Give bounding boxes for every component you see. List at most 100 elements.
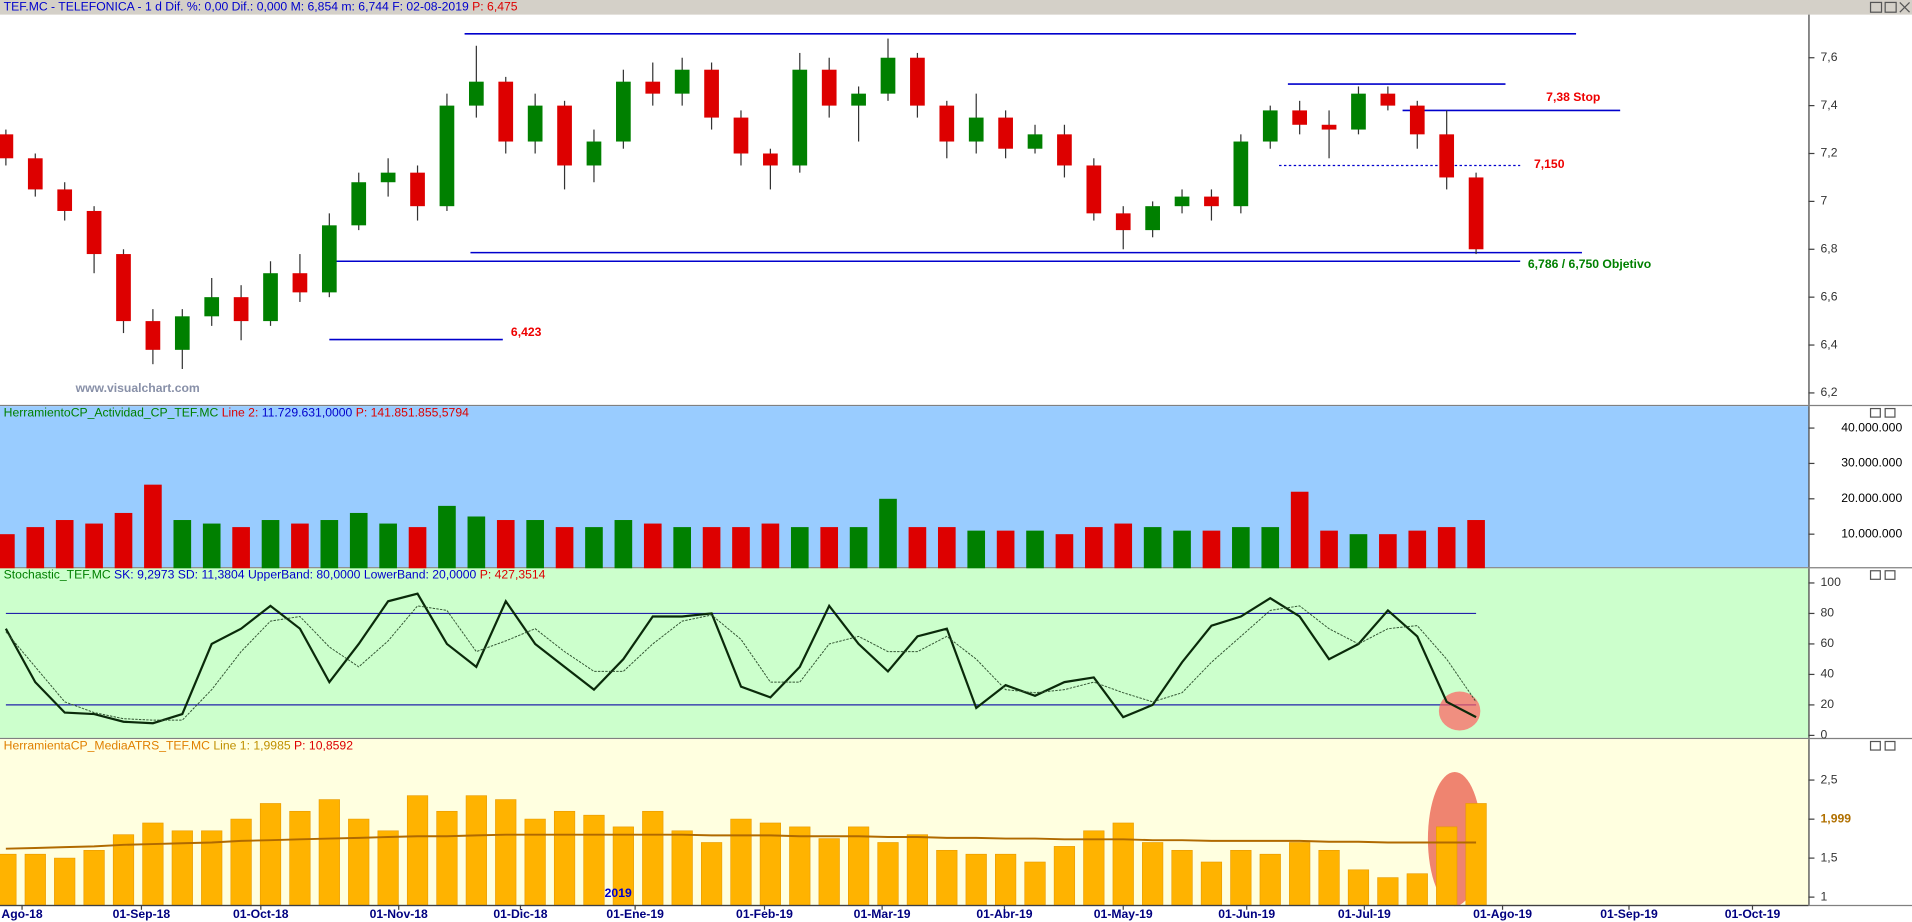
atr-bar	[24, 853, 46, 906]
header-part: 11.729.631,0000	[262, 406, 356, 420]
atr-bar	[289, 810, 311, 906]
volume-bar	[996, 530, 1015, 570]
panel-maximize[interactable]	[1884, 407, 1896, 418]
volume-bar	[1408, 530, 1427, 570]
volume-bar	[261, 520, 280, 570]
x-tick-label: 01-Jul-19	[1338, 907, 1391, 921]
volume-bar	[232, 527, 250, 570]
candle-body	[439, 105, 455, 207]
atr-bar	[318, 799, 340, 906]
candle-body	[1115, 213, 1131, 231]
candle-body	[557, 105, 572, 166]
volume-bar	[555, 527, 574, 570]
atr-bar	[1024, 861, 1046, 906]
volume-bar	[732, 527, 750, 570]
x-tick-label: 01-Mar-19	[854, 907, 911, 921]
volume-bar	[408, 527, 427, 570]
atr-bar	[1230, 849, 1252, 906]
atr-bar	[495, 799, 517, 906]
header-part: P: 10,8592	[294, 739, 353, 753]
minimize-button[interactable]	[1869, 1, 1883, 13]
y-tick-label: 6,4	[1821, 337, 1838, 351]
y-tick-label: 6,6	[1821, 289, 1838, 303]
header-part: P: 6,475	[472, 0, 518, 14]
candle-body	[0, 134, 14, 159]
atr-bar	[671, 830, 693, 906]
atr-bar	[230, 818, 252, 906]
panel-maximize[interactable]	[1884, 570, 1896, 580]
close-button[interactable]	[1899, 2, 1910, 13]
header-part: HerramientoCP_Actividad_CP_TEF.MC	[4, 406, 222, 420]
atr-bar	[730, 818, 752, 906]
candle-body	[939, 105, 955, 142]
candle-body	[263, 273, 278, 322]
x-tick-label: 01-Feb-19	[736, 907, 793, 921]
atr-bar	[1200, 861, 1223, 906]
candle-body	[86, 210, 102, 255]
y-tick-label: 80	[1821, 606, 1835, 620]
stochastic-line	[4, 592, 1477, 725]
volume-bar	[438, 505, 456, 570]
window-controls[interactable]	[1869, 1, 1910, 13]
candle-body	[1468, 177, 1484, 250]
atr-bar	[259, 803, 282, 906]
panel-minimize[interactable]	[1869, 570, 1881, 580]
atr-bar	[348, 818, 370, 906]
volume-bar	[114, 512, 133, 570]
volume-bar	[526, 520, 544, 570]
atr-bar	[1083, 830, 1105, 906]
candle-body	[1292, 110, 1308, 125]
y-tick-label: 1,5	[1821, 850, 1838, 864]
volume-bar	[820, 527, 839, 570]
x-tick-label: 01-Dic-18	[493, 907, 547, 921]
annotation: 7,38 Stop	[1546, 90, 1600, 104]
atr-bar	[553, 810, 576, 906]
candle-body	[968, 117, 984, 142]
maximize-button[interactable]	[1884, 1, 1897, 13]
volume-bar	[349, 512, 368, 570]
atr-bar	[936, 849, 958, 906]
header-part: Line 2:	[222, 406, 262, 420]
y-tick-label: 60	[1821, 636, 1835, 650]
panel-maximize[interactable]	[1884, 740, 1896, 751]
atr-bar	[142, 822, 164, 906]
atr-bar	[54, 857, 76, 906]
y-tick-label: 20	[1821, 697, 1835, 711]
atr-bar	[1318, 849, 1340, 906]
header-part: SK: 9,2973 SD: 11,3804 UpperBand: 80,000…	[114, 568, 480, 582]
volume-bar	[1202, 530, 1221, 570]
x-tick-label: 01-Ene-19	[606, 907, 664, 921]
volume-bar	[1379, 534, 1397, 570]
candle-body	[704, 69, 719, 118]
y-tick-label: 6,2	[1821, 385, 1838, 399]
y-tick-label: 0	[1821, 728, 1828, 742]
y-tick-label: 7,2	[1821, 146, 1838, 160]
volume-bar	[55, 520, 74, 570]
x-tick-label: 01-Jun-19	[1218, 907, 1275, 921]
atr-bar	[906, 834, 929, 906]
atr-bar	[83, 849, 105, 906]
header-part: P: 141.851.855,5794	[356, 406, 469, 420]
volume-bar	[202, 523, 221, 570]
panel-minimize[interactable]	[1869, 740, 1881, 751]
volume-bar	[937, 527, 956, 570]
volume-bar	[1173, 530, 1191, 570]
volume-bar	[643, 523, 662, 570]
atr-bar	[583, 814, 605, 906]
panel-header: HerramientoCP_Actividad_CP_TEF.MC Line 2…	[4, 406, 469, 420]
x-tick-label: 01-May-19	[1094, 907, 1153, 921]
panel-minimize[interactable]	[1869, 407, 1881, 418]
panel-header: Stochastic_TEF.MC SK: 9,2973 SD: 11,3804…	[4, 568, 546, 582]
title-bar	[0, 0, 1912, 15]
y-tick-label: 1	[1821, 889, 1828, 903]
header-part: Line 1: 1,9985	[213, 739, 294, 753]
volume-bar	[1232, 527, 1250, 570]
candle-body	[1086, 165, 1102, 214]
y-tick-label: 7,4	[1821, 98, 1838, 112]
atr-bar	[406, 795, 429, 906]
atr-bar	[1259, 853, 1281, 906]
candle-body	[321, 225, 337, 293]
atr-bar	[1347, 869, 1370, 906]
atr-bar	[1289, 842, 1311, 906]
